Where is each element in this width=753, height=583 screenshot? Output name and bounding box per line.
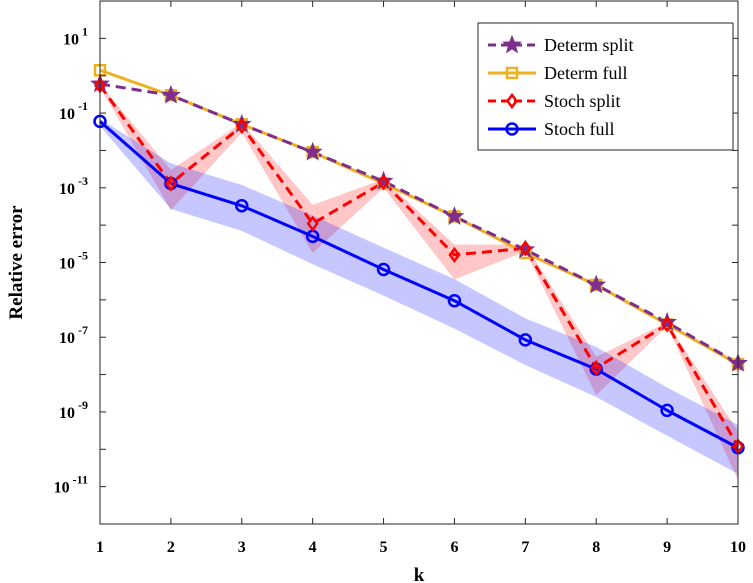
- point-stoch-split-4: [306, 215, 319, 232]
- y-axis-ticks: 10 110 -110 -310 -510 -710 -910 -11: [54, 0, 738, 525]
- y-tick-exponent: -1: [75, 99, 88, 113]
- line-determ-split: [99, 82, 739, 365]
- point-stoch-full-9: [660, 403, 674, 418]
- y-tick-base: 10: [54, 480, 70, 497]
- y-tick-base: 10: [59, 330, 75, 347]
- y-tick-label: 10 -7: [59, 323, 88, 347]
- point-stoch-full-5: [376, 262, 391, 277]
- point-stoch-split-2: [164, 175, 177, 192]
- y-tick-exponent: -5: [75, 249, 88, 263]
- series-lines: [98, 68, 740, 450]
- x-axis-ticks: 1 2 3 4 5 6 7 8 9 10: [96, 1, 746, 556]
- band-stoch-full: [100, 118, 738, 474]
- point-determ-split-5: [373, 170, 394, 190]
- y-tick-label: 10 -5: [59, 249, 88, 273]
- legend-label-stoch-full: Stoch full: [544, 119, 615, 139]
- legend-label-determ-full: Determ full: [544, 63, 627, 83]
- point-stoch-split-6: [448, 246, 461, 263]
- y-tick-label: 10 1: [63, 24, 88, 48]
- y-axis-label: Relative error: [6, 205, 27, 320]
- y-tick-exponent: -9: [75, 398, 88, 412]
- y-tick-exponent: -3: [75, 174, 88, 188]
- x-tick-label: 9: [663, 539, 671, 556]
- legend-marker-stoch-split: [505, 92, 519, 110]
- legend: Determ split Determ full Stoch split Stoch …: [477, 22, 734, 151]
- legend-marker-determ-full: [505, 66, 519, 80]
- point-determ-split-2: [160, 84, 181, 104]
- confidence-bands: [100, 84, 738, 481]
- point-stoch-split-3: [235, 117, 248, 135]
- y-tick-exponent: -11: [70, 473, 88, 487]
- x-tick-label: 1: [96, 539, 104, 556]
- series-markers: [90, 64, 748, 455]
- point-stoch-split-8: [590, 359, 603, 377]
- x-tick-label: 10: [730, 539, 746, 556]
- x-tick-label: 4: [309, 539, 317, 556]
- x-axis-label: k: [414, 565, 425, 583]
- point-determ-split-4: [302, 141, 323, 161]
- point-determ-split-6: [444, 206, 465, 225]
- x-tick-label: 7: [521, 539, 529, 556]
- y-tick-base: 10: [59, 405, 75, 422]
- x-tick-label: 6: [450, 539, 458, 556]
- point-stoch-split-9: [661, 316, 674, 333]
- point-determ-split-3: [231, 113, 252, 133]
- y-tick-label: 10 -11: [54, 473, 88, 497]
- point-stoch-full-3: [235, 199, 249, 213]
- point-stoch-split-5: [377, 174, 390, 191]
- x-tick-label: 3: [238, 539, 246, 556]
- y-tick-label: 10 -3: [59, 174, 88, 198]
- x-tick-label: 2: [167, 539, 175, 556]
- y-tick-exponent: -7: [75, 323, 88, 337]
- x-tick-label: 8: [592, 539, 600, 556]
- legend-label-stoch-split: Stoch split: [544, 91, 621, 111]
- legend-marker-stoch-full: [505, 122, 519, 136]
- line-stoch-full: [99, 120, 739, 450]
- point-determ-split-9: [657, 311, 678, 331]
- point-determ-split-8: [586, 274, 607, 294]
- legend-marker-determ-split: [502, 34, 522, 54]
- line-stoch-split: [98, 84, 740, 448]
- y-tick-base: 10: [63, 31, 79, 48]
- y-tick-exponent: 1: [79, 24, 88, 38]
- y-tick-base: 10: [59, 106, 75, 123]
- point-stoch-split-7: [519, 240, 532, 257]
- y-tick-base: 10: [59, 256, 75, 273]
- legend-label-determ-split: Determ split: [544, 35, 633, 55]
- point-stoch-full-6: [447, 293, 462, 308]
- x-tick-label: 5: [380, 539, 388, 556]
- y-tick-label: 10 -9: [59, 398, 88, 422]
- y-tick-label: 10 -1: [59, 99, 88, 123]
- point-stoch-full-7: [518, 333, 533, 347]
- y-tick-base: 10: [59, 181, 75, 198]
